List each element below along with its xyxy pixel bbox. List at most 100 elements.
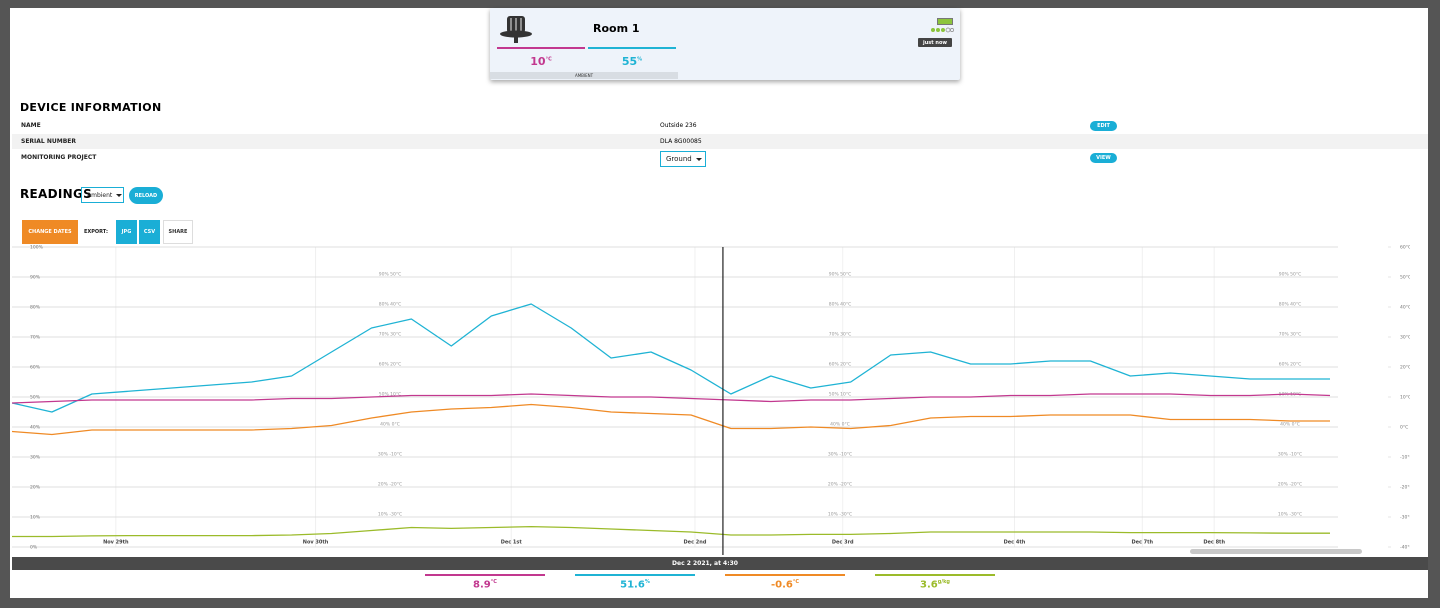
readout: -0.6°C — [725, 579, 845, 590]
y2-tick-label: -10°C — [1400, 455, 1410, 461]
row-value: DLA 8G00085 — [660, 138, 702, 145]
grid-label: 70% 30°C — [1279, 332, 1302, 338]
card-temp: 10°C — [497, 55, 585, 68]
grid-label: 70% 30°C — [379, 332, 402, 338]
row-label: SERIAL NUMBER — [21, 138, 76, 145]
grid-label: 30% -10°C — [378, 452, 402, 458]
grid-label: 90% 50°C — [379, 272, 402, 278]
readout-bar — [575, 574, 695, 576]
unit: % — [637, 56, 643, 63]
signal — [931, 27, 954, 33]
grid-label: 20% -20°C — [1278, 482, 1302, 488]
readout: 51.6% — [575, 579, 695, 590]
chart: Nov 29th Nov 30th Dec 1st Dec 2nd Dec 3rd Dec… — [12, 245, 1410, 555]
y2-tick-label: 10°C — [1400, 395, 1410, 401]
value: 55 — [621, 55, 638, 68]
grid-label: 20% -20°C — [378, 482, 402, 488]
card-title: Room 1 — [593, 22, 640, 35]
row-value: Outside 236 — [660, 122, 697, 129]
readings-dropdown[interactable]: Ambient — [81, 187, 124, 203]
x-tick-label: Dec 2nd — [684, 540, 707, 546]
readout-unit: °C — [792, 579, 800, 585]
readout: 3.6g/kg — [875, 579, 995, 590]
row-label: NAME — [21, 122, 41, 129]
grid-label: 50% 10°C — [379, 392, 402, 398]
readout: 8.9°C — [425, 579, 545, 590]
y-tick-label: 10% — [30, 515, 41, 521]
series-line — [12, 393, 1331, 404]
grid-label: 80% 40°C — [1279, 302, 1302, 308]
share-button[interactable]: SHARE — [163, 220, 193, 244]
cursor-time: Dec 2 2021, at 4:30 — [12, 557, 1428, 570]
x-tick-label: Dec 4th — [1004, 540, 1026, 546]
y-tick-label: 0% — [30, 545, 38, 551]
readout-value: -0.6 — [770, 579, 793, 591]
series-line — [12, 403, 1330, 436]
readout-bar — [425, 574, 545, 576]
grid-label: 90% 50°C — [1279, 272, 1302, 278]
y2-tick-label: -40°C — [1400, 545, 1410, 551]
device-icon — [500, 16, 532, 43]
row-label: MONITORING PROJECT — [21, 154, 97, 161]
edit-button[interactable]: EDIT — [1090, 121, 1117, 131]
grid-label: 60% 20°C — [829, 362, 852, 368]
reload-button[interactable]: RELOAD — [129, 187, 163, 204]
y-tick-label: 20% — [30, 485, 41, 491]
grid-label: 40% 0°C — [380, 422, 400, 428]
series-line — [12, 303, 1330, 413]
y-tick-label: 70% — [30, 335, 41, 341]
device-card[interactable]: Room 1 10°C 55% AMBIENT just now — [490, 8, 960, 80]
y2-tick-label: 60°C — [1400, 245, 1410, 251]
y-tick-label: 80% — [30, 305, 41, 311]
view-button[interactable]: VIEW — [1090, 153, 1117, 163]
scrollbar — [1190, 549, 1362, 554]
project-dropdown[interactable]: Ground — [660, 151, 706, 167]
csv-button[interactable]: CSV — [139, 220, 160, 244]
x-tick-label: Dec 7th — [1131, 540, 1153, 546]
y-tick-label: 60% — [30, 365, 41, 371]
unit: °C — [545, 56, 552, 63]
hum-bar — [588, 47, 676, 49]
readout-value: 8.9 — [473, 579, 491, 591]
readings-title: READINGS — [20, 187, 93, 201]
y2-tick-label: 30°C — [1400, 335, 1410, 341]
y2-tick-label: 40°C — [1400, 305, 1410, 311]
grid-label: 60% 20°C — [379, 362, 402, 368]
app — [10, 8, 1428, 598]
battery — [937, 18, 953, 25]
grid-label: 50% 10°C — [829, 392, 852, 398]
readout-bar — [875, 574, 995, 576]
y2-tick-label: 0°C — [1400, 425, 1408, 431]
grid-label: 40% 0°C — [830, 422, 850, 428]
y-tick-label: 100% — [30, 245, 44, 251]
row-stripe — [12, 134, 1428, 149]
grid-label: 30% -10°C — [1278, 452, 1302, 458]
x-tick-label: Dec 8th — [1203, 540, 1225, 546]
grid-label: 10% -30°C — [828, 512, 852, 518]
change-dates-button[interactable]: CHANGE DATES — [22, 220, 78, 244]
grid-label: 90% 50°C — [829, 272, 852, 278]
y2-tick-label: 50°C — [1400, 275, 1410, 281]
readout-value: 3.6 — [919, 579, 938, 591]
y-tick-label: 90% — [30, 275, 41, 281]
y2-tick-label: -30°C — [1400, 515, 1410, 521]
readout-value: 51.6 — [620, 579, 645, 591]
status-badge: just now — [918, 38, 952, 47]
x-tick-label: Nov 29th — [103, 540, 129, 546]
temp-bar — [497, 47, 585, 49]
y2-tick-label: -20°C — [1400, 485, 1410, 491]
section-title: DEVICE INFORMATION — [20, 101, 162, 114]
grid-label: 80% 40°C — [829, 302, 852, 308]
card-label: AMBIENT — [490, 72, 678, 79]
grid-label: 40% 0°C — [1280, 422, 1300, 428]
readout-unit: % — [644, 579, 650, 585]
series-line — [12, 525, 1330, 538]
card-humidity: 55% — [588, 55, 676, 68]
jpg-button[interactable]: JPG — [116, 220, 137, 244]
grid-label: 10% -30°C — [378, 512, 402, 518]
y-tick-label: 50% — [30, 395, 41, 401]
grid-label: 20% -20°C — [828, 482, 852, 488]
readout-bar — [725, 574, 845, 576]
grid-label: 60% 20°C — [1279, 362, 1302, 368]
y2-tick-label: 20°C — [1400, 365, 1410, 371]
